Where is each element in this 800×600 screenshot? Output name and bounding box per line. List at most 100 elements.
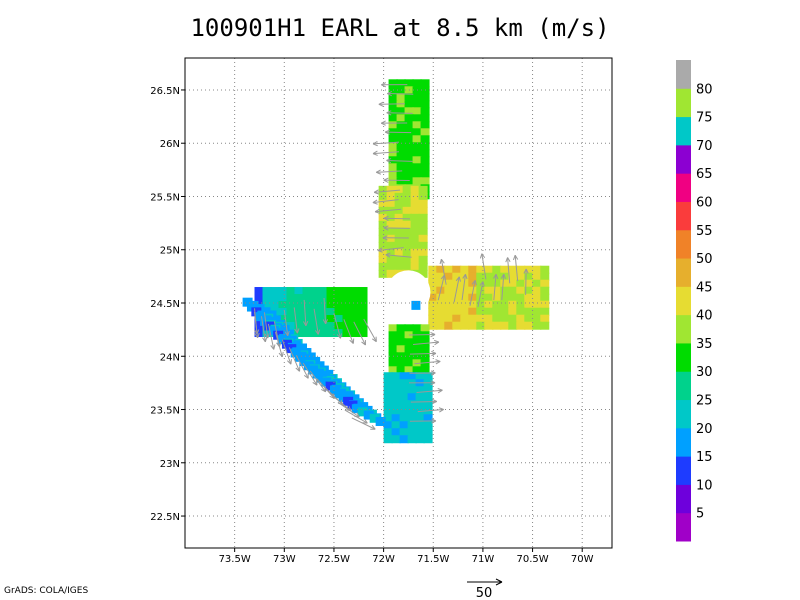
- field-cell: [492, 300, 502, 309]
- wind-arrow: [254, 308, 258, 335]
- wind-arrowhead: [312, 382, 318, 386]
- field-cell: [378, 192, 388, 201]
- wind-arrowhead: [439, 409, 444, 413]
- field-cell: [286, 315, 296, 324]
- field-cell: [310, 301, 320, 310]
- x-tick-label: 70.5W: [516, 554, 548, 565]
- field-cell: [420, 177, 430, 186]
- field-cell: [396, 135, 406, 144]
- field-cell: [492, 314, 502, 323]
- colorbar-label: 5: [696, 507, 704, 522]
- colorbar-label: 80: [696, 82, 713, 97]
- field-cell: [460, 279, 470, 288]
- field-cell: [410, 206, 420, 215]
- wind-arrowhead: [284, 331, 289, 337]
- wind-arrowhead: [315, 380, 318, 386]
- field-cell: [383, 421, 393, 430]
- wind-arrowhead: [380, 120, 386, 124]
- field-cell: [404, 149, 414, 158]
- field-cell: [508, 300, 518, 309]
- colorbar-swatch: [676, 286, 691, 316]
- field-cell: [532, 286, 542, 295]
- field-cell: [334, 287, 344, 296]
- field-cell: [318, 301, 328, 310]
- wind-arrowhead: [430, 370, 436, 374]
- field-cell: [428, 265, 438, 274]
- colorbar-swatch: [676, 201, 691, 231]
- field-cell: [532, 293, 542, 302]
- wind-arrow: [525, 268, 527, 295]
- field-cell: [378, 227, 388, 236]
- field-cell: [410, 199, 420, 208]
- field-cell: [500, 286, 510, 295]
- wind-arrow: [295, 355, 309, 379]
- wind-arrowhead: [264, 336, 268, 342]
- wind-arrow: [267, 323, 275, 350]
- colorbar-swatch: [676, 144, 691, 174]
- field-cell: [378, 255, 388, 264]
- field-cell: [254, 294, 264, 303]
- field-cell: [452, 314, 462, 323]
- wind-arrowhead: [434, 341, 440, 346]
- field-cell: [334, 294, 344, 303]
- wind-arrowhead: [377, 250, 383, 253]
- wind-arrow: [385, 254, 412, 258]
- wind-arrow: [263, 312, 269, 339]
- wind-arrowhead: [372, 150, 378, 155]
- wind-arrow: [372, 199, 399, 204]
- field-cell: [524, 321, 534, 330]
- field-cell: [394, 220, 404, 229]
- field-cell: [436, 300, 446, 309]
- field-cell: [436, 321, 446, 330]
- field-cell: [294, 308, 304, 317]
- field-cell: [394, 262, 404, 271]
- field-cell: [436, 265, 446, 274]
- x-tick-label: 72W: [372, 554, 395, 565]
- x-tick-label: 71.5W: [417, 554, 449, 565]
- field-cell: [404, 366, 414, 375]
- wind-arrow: [481, 253, 487, 280]
- wind-arrowhead: [385, 254, 391, 258]
- field-cell: [415, 386, 425, 395]
- field-cell: [391, 386, 401, 395]
- wind-arrowhead: [440, 274, 445, 280]
- field-cell: [386, 185, 396, 194]
- field-cell: [391, 421, 401, 430]
- field-cell: [342, 294, 352, 303]
- field-cell: [388, 114, 398, 123]
- wind-arrowhead: [384, 129, 390, 133]
- field-cell: [500, 293, 510, 302]
- wind-arrowhead: [373, 189, 379, 193]
- field-cell: [350, 315, 360, 324]
- wind-arrow: [333, 313, 341, 339]
- field-cell: [334, 315, 344, 324]
- colorbar-swatch: [676, 399, 691, 429]
- field-cell: [402, 206, 412, 215]
- wind-arrowhead: [294, 328, 298, 334]
- field-cell: [350, 301, 360, 310]
- field-cell: [460, 265, 470, 274]
- field-cell: [378, 185, 388, 194]
- field-cell: [318, 315, 328, 324]
- field-cell: [524, 265, 534, 274]
- wind-arrowhead: [348, 406, 352, 412]
- field-cell: [386, 269, 396, 278]
- wind-arrow: [386, 159, 413, 162]
- field-cell: [468, 307, 478, 316]
- field-cell: [418, 192, 428, 201]
- field-cell: [270, 294, 280, 303]
- field-cell: [294, 294, 304, 303]
- colorbar-label: 75: [696, 111, 713, 126]
- field-cell: [415, 428, 425, 437]
- field-cell: [391, 414, 401, 423]
- field-cell: [383, 414, 393, 423]
- field-cell: [423, 435, 433, 444]
- wind-arrowhead: [431, 418, 437, 422]
- field-cell: [383, 386, 393, 395]
- wind-arrow: [416, 389, 443, 393]
- wind-arrowhead: [431, 420, 437, 424]
- field-cell: [358, 315, 368, 324]
- field-cell: [484, 307, 494, 316]
- field-cell: [428, 307, 438, 316]
- field-cell: [524, 279, 534, 288]
